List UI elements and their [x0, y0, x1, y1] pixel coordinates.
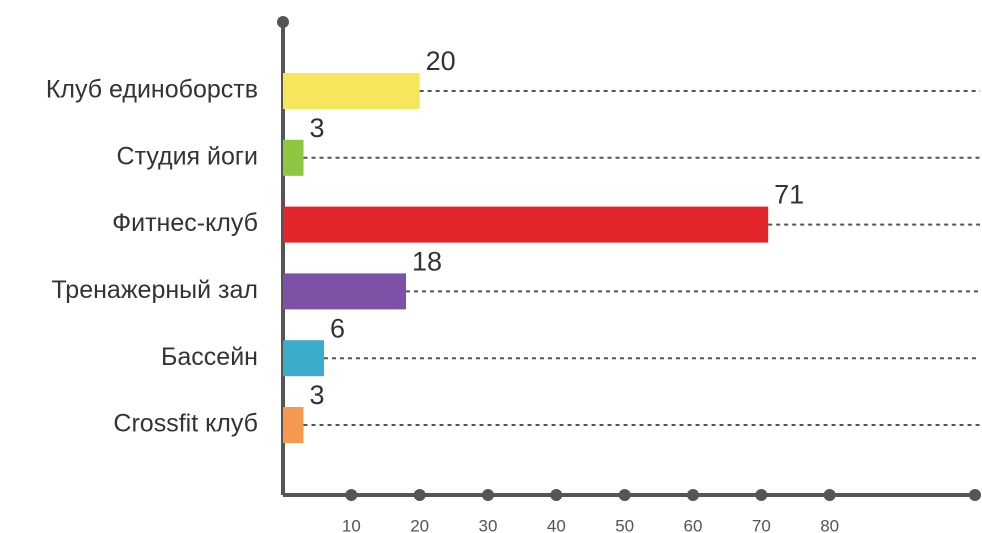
x-tick: [413, 489, 426, 501]
category-label: Бассейн: [161, 343, 258, 371]
x-tick: [755, 489, 768, 501]
x-tick-label: 50: [615, 516, 634, 533]
x-tick-label: 70: [752, 516, 771, 533]
x-tick: [687, 489, 699, 501]
x-tick-label: 30: [479, 516, 498, 533]
x-tick-label: 20: [410, 516, 429, 533]
category-label: Crossfit клуб: [113, 410, 258, 438]
bar: [283, 139, 304, 176]
bar: [283, 407, 304, 443]
x-tick: [618, 489, 631, 501]
bar: [283, 340, 324, 377]
x-tick-label: 80: [820, 516, 839, 533]
x-tick-label: 10: [342, 516, 361, 533]
value-label: 3: [310, 113, 325, 143]
x-tick-label: 40: [547, 516, 566, 533]
category-label: Клуб единоборств: [46, 76, 258, 104]
category-label: Тренажерный зал: [51, 276, 258, 304]
category-label: Фитнес-клуб: [112, 209, 258, 237]
axis-dot: [277, 16, 289, 28]
x-tick: [482, 489, 494, 501]
value-label: 18: [412, 247, 442, 277]
value-label: 71: [774, 180, 804, 210]
x-tick-label: 60: [684, 516, 703, 533]
x-tick: [823, 489, 836, 501]
value-label: 3: [310, 380, 325, 410]
bar: [283, 206, 769, 243]
bar: [283, 73, 420, 109]
value-label: 20: [426, 46, 456, 76]
value-label: 6: [330, 313, 345, 343]
x-tick: [345, 489, 358, 501]
category-label: Студия йоги: [117, 142, 258, 170]
x-tick: [550, 489, 563, 501]
axis-dot: [969, 489, 981, 501]
bar: [283, 273, 406, 310]
